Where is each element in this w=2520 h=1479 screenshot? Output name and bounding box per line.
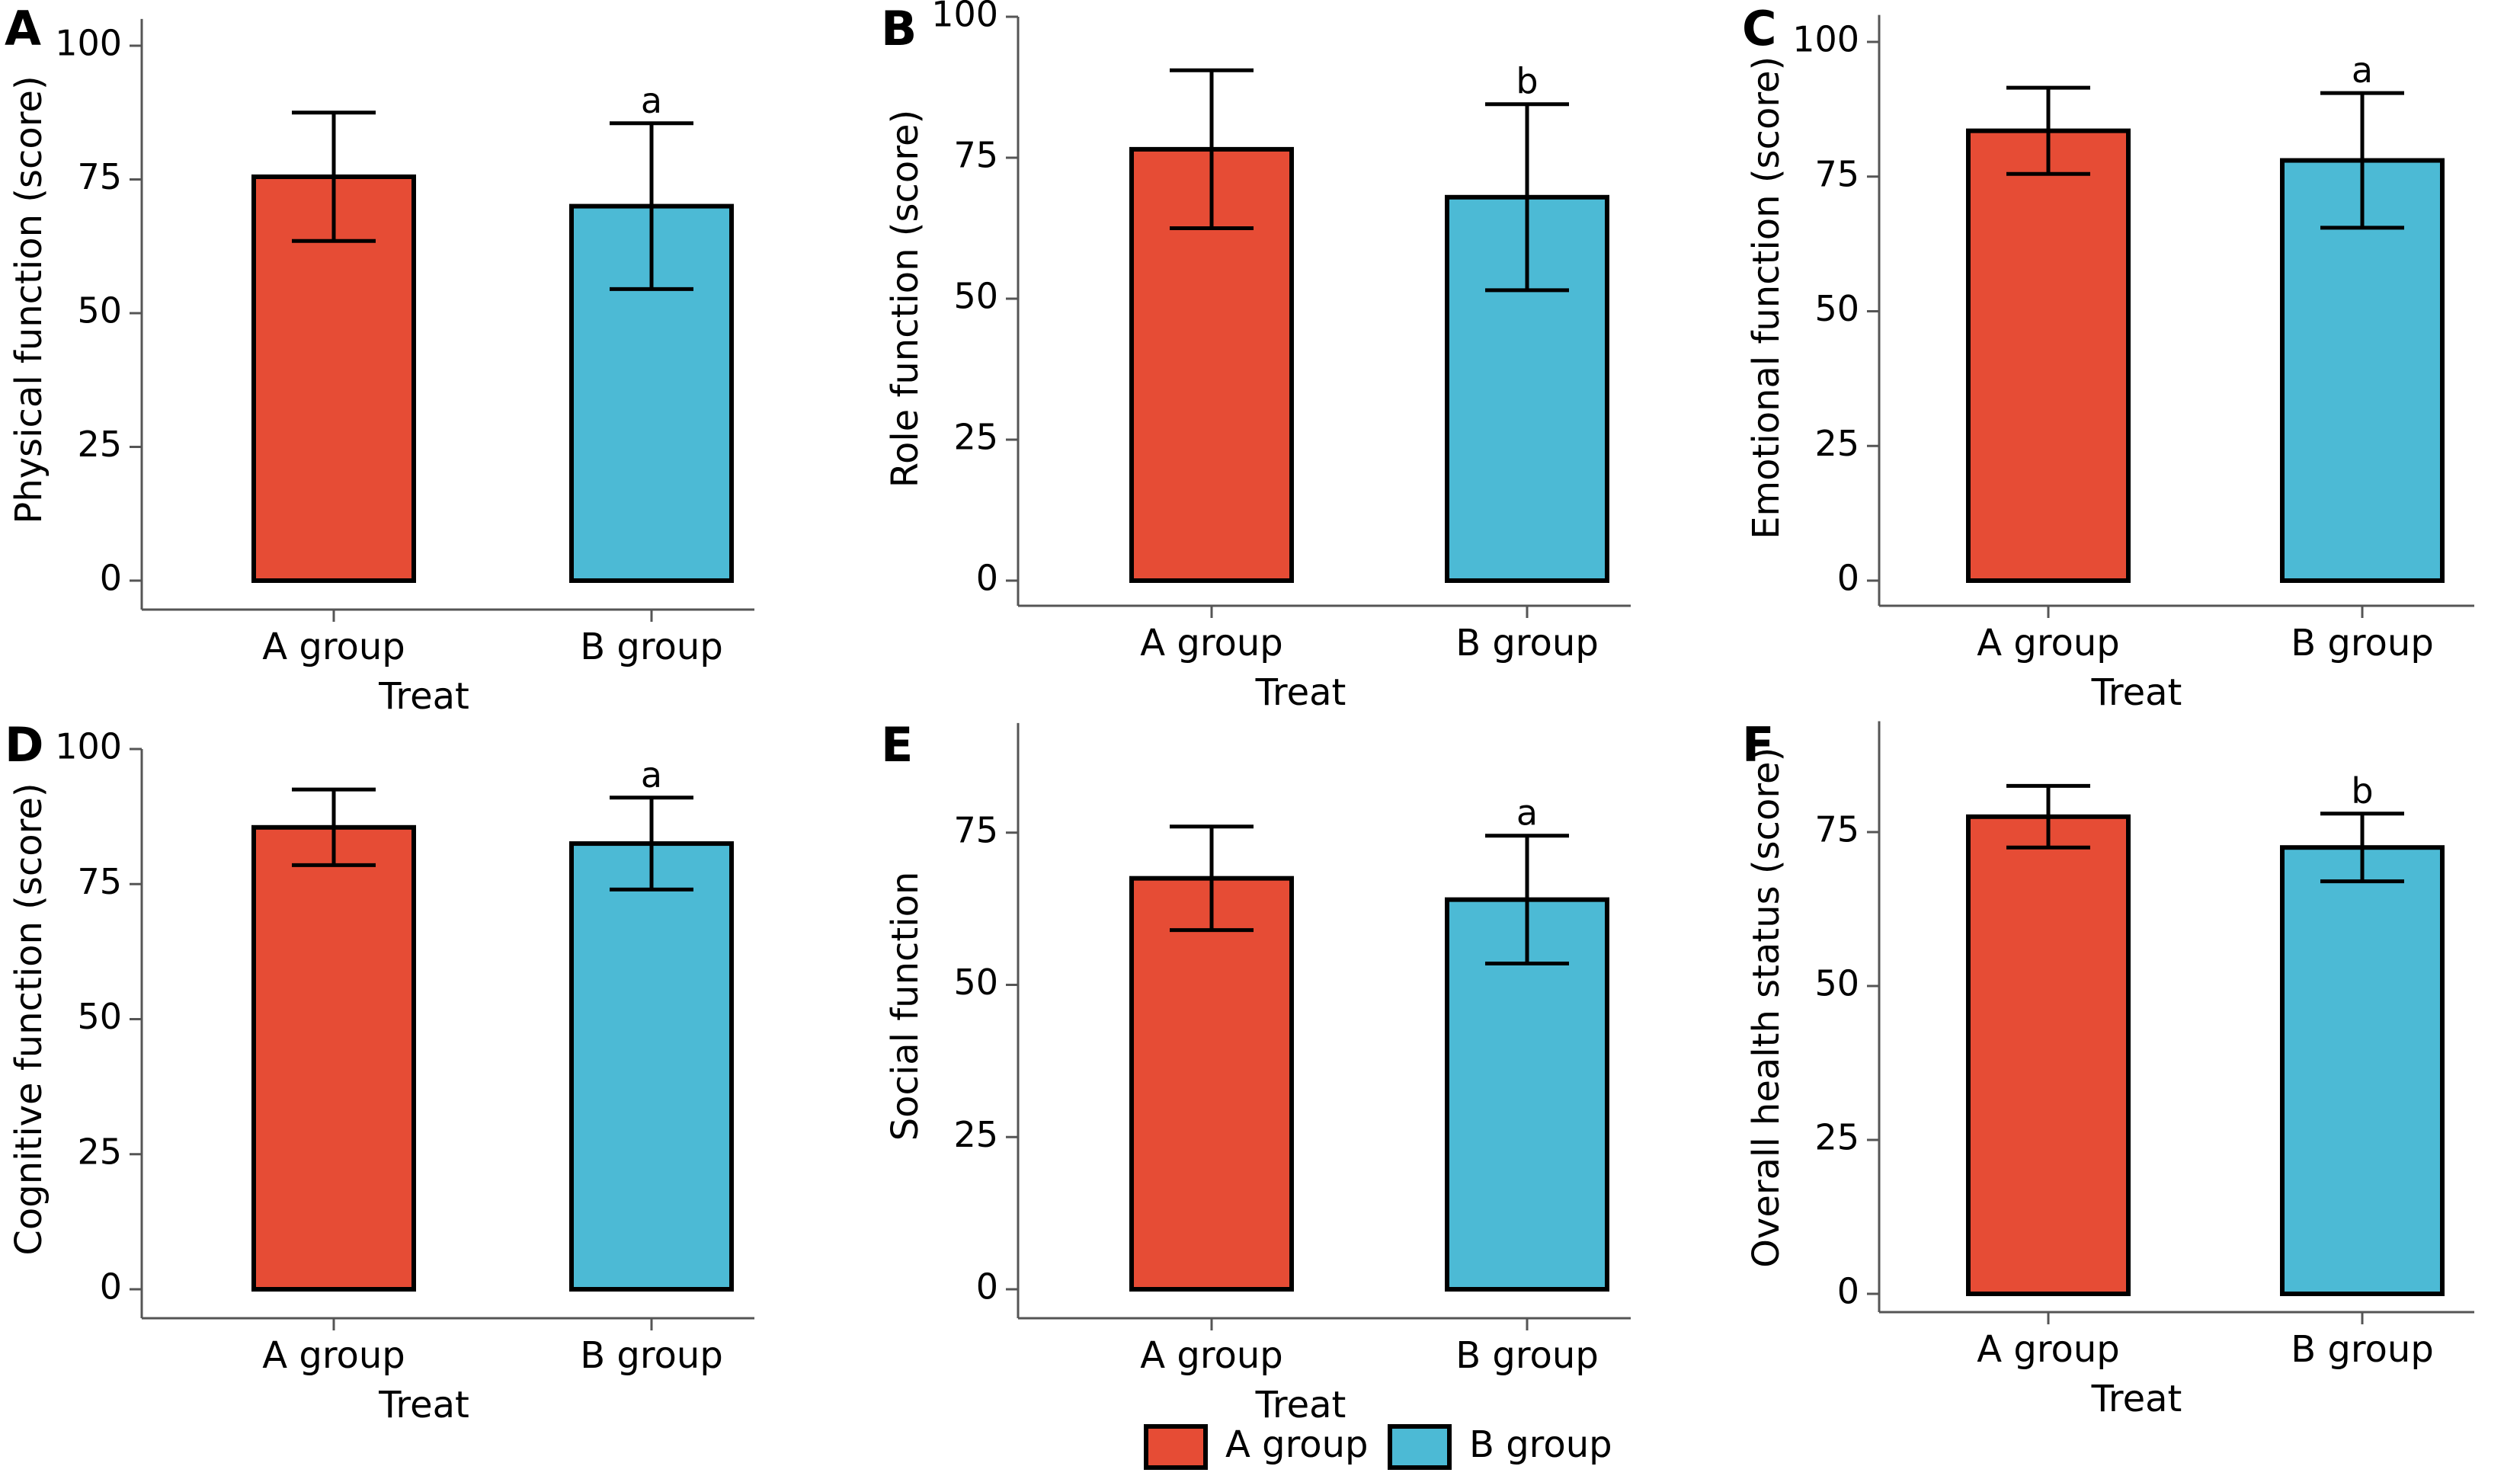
legend-label-b-group: B group: [1469, 1423, 1612, 1466]
bar-b-group: [2280, 158, 2445, 584]
y-tick-label: 75: [1814, 153, 1859, 194]
legend-swatch-a-group: [1144, 1424, 1208, 1470]
legend-label-a-group: A group: [1225, 1423, 1369, 1466]
y-tick-label: 50: [1814, 963, 1859, 1004]
significance-label: b: [1516, 61, 1538, 102]
x-axis-label: Treat: [2091, 671, 2182, 714]
panel-letter-f: F: [1742, 717, 1774, 773]
y-tick-label: 25: [953, 417, 998, 458]
chart-panel-f: F 0 25 50 75 Overall health status (score) A g…: [1742, 717, 2474, 1420]
x-tick-label: A group: [1977, 622, 2120, 664]
y-tick-label: 25: [77, 424, 122, 465]
bar-a-group: [251, 824, 416, 1292]
legend: A group B group: [1144, 1423, 1612, 1470]
x-tick-label: B group: [580, 1334, 723, 1377]
bar-b-group: [2280, 845, 2445, 1296]
y-tick-label: 75: [77, 861, 122, 902]
y-axis-label: Overall health status (score): [1745, 748, 1788, 1268]
y-tick-label: 50: [1814, 288, 1859, 329]
y-tick-label: 100: [55, 23, 122, 64]
panel-letter-b: B: [881, 1, 917, 56]
y-tick-label: 50: [77, 996, 122, 1037]
y-tick-label: 0: [976, 1266, 998, 1308]
y-tick-label: 25: [1814, 1117, 1859, 1158]
chart-panel-e: E 0 25 50 75 Social function A group a B group Tr…: [881, 717, 1631, 1426]
x-tick-label: A group: [1140, 622, 1283, 664]
x-tick-label: A group: [1977, 1328, 2120, 1371]
bar-a-group: [1966, 128, 2131, 583]
y-tick-label: 75: [953, 135, 998, 176]
y-tick-label: 0: [976, 558, 998, 599]
bar-b-group: [569, 841, 734, 1292]
y-tick-label: 75: [1814, 809, 1859, 850]
panel-letter-e: E: [881, 717, 913, 773]
y-tick-label: 0: [1837, 558, 1859, 599]
significance-label: a: [1516, 792, 1538, 834]
y-tick-label: 75: [77, 156, 122, 197]
x-tick-label: B group: [1455, 622, 1599, 664]
y-axis-label: Social function: [884, 872, 927, 1141]
significance-label: a: [641, 80, 662, 121]
x-tick-label: A group: [1140, 1334, 1283, 1377]
y-tick-label: 0: [100, 558, 122, 599]
bar-a-group: [1966, 814, 2131, 1297]
panel-letter-a: A: [5, 1, 41, 56]
y-axis-label: Cognitive function (score): [8, 783, 50, 1255]
y-axis-label: Emotional function (score): [1745, 56, 1788, 539]
x-axis-label: Treat: [1255, 671, 1346, 714]
x-axis-label: Treat: [378, 1384, 469, 1426]
y-axis-label: Role function (score): [884, 110, 927, 488]
x-tick-label: B group: [580, 626, 723, 668]
legend-swatch-b-group: [1388, 1424, 1452, 1470]
y-tick-label: 25: [77, 1131, 122, 1172]
y-tick-label: 100: [1792, 19, 1859, 60]
x-axis-label: Treat: [1255, 1384, 1346, 1426]
y-tick-label: 0: [1837, 1271, 1859, 1312]
x-tick-label: B group: [1455, 1334, 1599, 1377]
y-tick-label: 25: [1814, 423, 1859, 464]
y-tick-label: 100: [55, 726, 122, 767]
chart-panel-b: B 0 25 50 75 100 Role function (score) A group b…: [881, 0, 1631, 714]
bar-a-group: [1129, 876, 1294, 1292]
panel-letter-c: C: [1742, 1, 1777, 56]
significance-label: a: [2352, 50, 2373, 91]
significance-label: a: [641, 754, 662, 796]
panel-letter-d: D: [5, 717, 43, 773]
y-tick-label: 50: [953, 962, 998, 1003]
bar-a-group: [251, 174, 416, 584]
x-tick-label: A group: [262, 1334, 405, 1377]
x-tick-label: B group: [2291, 1328, 2434, 1371]
y-tick-label: 25: [953, 1114, 998, 1155]
y-tick-label: 50: [77, 290, 122, 331]
x-axis-label: Treat: [378, 675, 469, 718]
x-tick-label: B group: [2291, 622, 2434, 664]
significance-label: b: [2351, 770, 2373, 812]
x-axis-label: Treat: [2091, 1378, 2182, 1420]
x-tick-label: A group: [262, 626, 405, 668]
y-axis-label: Physical function (score): [8, 75, 50, 523]
y-tick-label: 50: [953, 276, 998, 317]
y-tick-label: 75: [953, 809, 998, 850]
y-tick-label: 100: [931, 0, 998, 35]
y-tick-label: 0: [100, 1266, 122, 1308]
